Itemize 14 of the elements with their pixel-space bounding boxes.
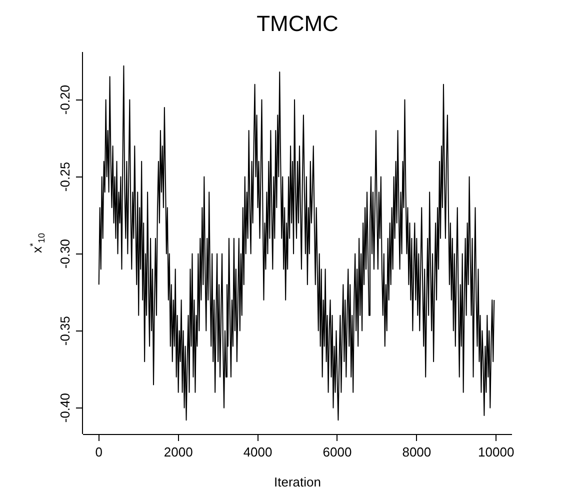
x-tick-label: 10000 — [478, 444, 514, 460]
y-axis-title: x*10 — [28, 232, 46, 254]
y-tick-label: -0.35 — [58, 316, 73, 346]
y-tick-label: -0.30 — [58, 238, 73, 269]
x-tick-label: 2000 — [164, 444, 193, 460]
x-tick-label: 8000 — [402, 444, 432, 460]
chart-title: TMCMC — [256, 11, 339, 36]
x-tick-label: 6000 — [322, 444, 352, 460]
x-axis-title: Iteration — [274, 474, 321, 490]
y-tick-label: -0.40 — [58, 392, 73, 423]
x-tick-label: 4000 — [243, 444, 272, 460]
x-tick-label: 0 — [95, 444, 103, 460]
y-tick-label: -0.20 — [58, 84, 73, 115]
y-tick-label: -0.25 — [58, 162, 73, 192]
